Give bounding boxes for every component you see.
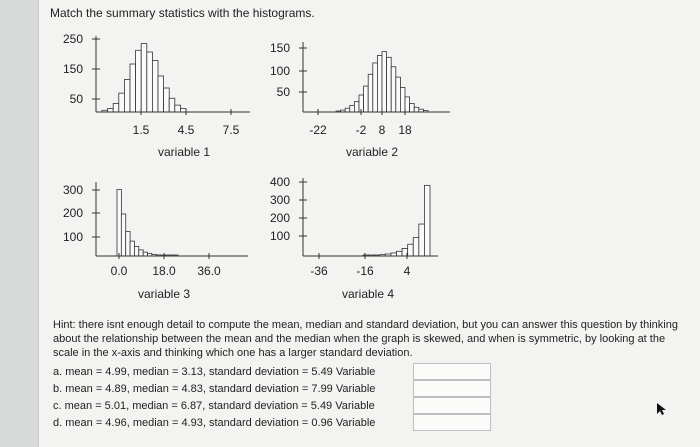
x-tick-label: 4 — [404, 264, 411, 278]
histogram-bar — [152, 60, 159, 113]
question-title: Match the summary statistics with the hi… — [50, 6, 315, 20]
histogram-bar — [376, 55, 383, 113]
choice-text: mean = 5.01, median = 6.87, standard dev… — [64, 399, 375, 412]
histogram-bar — [409, 103, 415, 113]
x-axis-label: variable 3 — [138, 287, 190, 301]
x-tick-label: 8 — [379, 123, 386, 137]
y-tick-label: 250 — [63, 32, 83, 46]
x-tick-label: 4.5 — [178, 123, 195, 137]
y-tick-label: 100 — [270, 229, 290, 243]
y-tick-label: 200 — [270, 211, 290, 225]
choice-text: mean = 4.99, median = 3.13, standard dev… — [65, 365, 376, 378]
histogram-bar — [140, 43, 148, 113]
histogram-bar — [129, 63, 136, 113]
x-tick-label: -22 — [309, 123, 327, 137]
histogram-bar — [134, 245, 140, 257]
histogram-bar — [142, 251, 148, 257]
choice-c-answer-field[interactable] — [413, 397, 491, 414]
x-tick-label: -16 — [356, 264, 374, 278]
choice-b-answer-field[interactable] — [413, 380, 491, 397]
choice-c: c. mean = 5.01, median = 6.87, standard … — [53, 397, 491, 414]
histogram-bar — [418, 223, 425, 257]
choice-letter: d. — [53, 416, 63, 429]
choice-letter: c. — [53, 399, 62, 412]
choice-d: d. mean = 4.96, median = 4.93, standard … — [53, 414, 491, 431]
histogram-bar — [157, 75, 164, 113]
histogram-bar — [404, 96, 410, 113]
y-tick-label: 100 — [270, 64, 290, 78]
histogram-bar — [138, 249, 144, 257]
mouse-cursor-icon — [657, 403, 666, 415]
histogram-bar — [363, 85, 369, 113]
choice-text: mean = 4.96, median = 4.93, standard dev… — [65, 416, 376, 429]
x-axis-label: variable 2 — [346, 145, 398, 159]
x-tick-label: 7.5 — [223, 123, 240, 137]
choice-a: a. mean = 4.99, median = 3.13, standard … — [53, 363, 491, 380]
histogram-bar — [399, 87, 406, 113]
histogram-bar — [168, 97, 176, 113]
histogram-bar — [372, 62, 378, 113]
y-tick-label: 200 — [63, 206, 83, 220]
choice-letter: b. — [53, 382, 63, 395]
histogram-bar — [116, 189, 122, 257]
histogram-bar — [344, 107, 351, 113]
y-tick-label: 50 — [277, 85, 291, 99]
histogram-bar — [381, 51, 387, 113]
histogram-bar — [129, 240, 135, 257]
y-tick-label: 150 — [270, 41, 290, 55]
histogram-bar — [163, 87, 170, 113]
histogram-bar — [174, 104, 181, 113]
histogram-bar — [424, 184, 431, 257]
histogram-bar — [112, 103, 120, 113]
histogram-bar — [135, 49, 142, 113]
histograms-svg: 250 150 50 1.5 4.5 7.5 variable 1 150 100 50 -22 -2… — [63, 32, 450, 301]
histogram-bar — [367, 73, 374, 113]
histogram-bar — [120, 213, 127, 257]
y-tick-label: 50 — [70, 92, 84, 106]
choice-a-answer-field[interactable] — [413, 363, 491, 380]
histogram-bar — [412, 237, 420, 257]
hint-text: Hint: there isnt enough detail to comput… — [53, 319, 678, 359]
histogram-bar — [386, 56, 392, 113]
choice-text: mean = 4.89, median = 4.83, standard dev… — [65, 382, 376, 395]
histogram-bar — [390, 66, 397, 113]
x-tick-label: -36 — [310, 264, 328, 278]
y-tick-label: 400 — [270, 175, 290, 189]
histogram-bar — [107, 108, 114, 113]
histogram-bar — [124, 79, 131, 113]
x-tick-label: 1.5 — [133, 123, 150, 137]
histogram-bar — [396, 250, 403, 257]
y-tick-label: 100 — [63, 230, 83, 244]
histogram-bar — [407, 243, 414, 257]
choice-d-answer-field[interactable] — [413, 414, 491, 431]
histogram-bar — [118, 92, 125, 113]
x-tick-label: 0.0 — [111, 264, 128, 278]
y-tick-label: 150 — [63, 62, 83, 76]
histogram-bar — [125, 231, 131, 257]
histogram-bar — [146, 51, 153, 113]
choice-b: b. mean = 4.89, median = 4.83, standard … — [53, 380, 491, 397]
histogram-bar — [179, 108, 187, 113]
y-tick-label: 300 — [63, 183, 83, 197]
histogram-bar — [395, 76, 401, 113]
x-tick-label: -2 — [356, 123, 367, 137]
histogram-bar — [413, 106, 420, 113]
x-axis-label: variable 1 — [158, 145, 210, 159]
x-tick-label: 18.0 — [152, 264, 176, 278]
histogram-figure: 250 150 50 1.5 4.5 7.5 variable 1 150 100 50 -22 -2… — [38, 30, 478, 315]
histogram-bar — [349, 105, 355, 113]
histogram-bar — [353, 101, 360, 113]
choice-letter: a. — [53, 365, 63, 378]
answer-choices: a. mean = 4.99, median = 3.13, standard … — [53, 363, 491, 431]
y-tick-label: 300 — [270, 193, 290, 207]
x-tick-label: 36.0 — [197, 264, 221, 278]
x-tick-label: 18 — [398, 123, 412, 137]
x-axis-label: variable 4 — [342, 287, 394, 301]
